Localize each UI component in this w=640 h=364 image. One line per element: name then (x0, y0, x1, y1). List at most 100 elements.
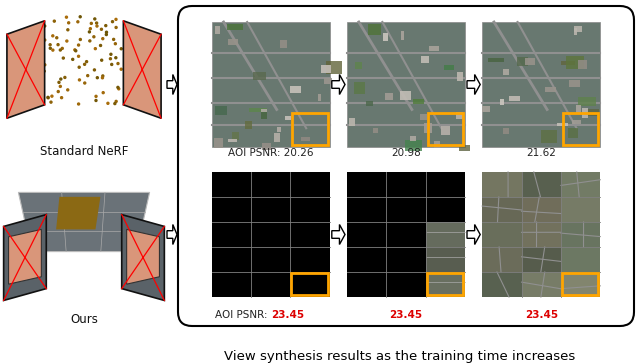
Circle shape (100, 59, 102, 61)
Polygon shape (56, 197, 100, 229)
Bar (568, 128, 578, 138)
Circle shape (117, 63, 119, 64)
Polygon shape (7, 21, 45, 118)
Circle shape (49, 47, 51, 49)
Bar (347, 22, 465, 147)
Polygon shape (4, 215, 46, 300)
Circle shape (128, 55, 130, 56)
Circle shape (86, 75, 89, 77)
Circle shape (64, 76, 66, 79)
Circle shape (106, 33, 108, 36)
Circle shape (77, 21, 79, 23)
Circle shape (128, 91, 130, 94)
Bar (274, 133, 280, 142)
Bar (561, 172, 600, 197)
Circle shape (100, 28, 102, 30)
Circle shape (129, 97, 131, 99)
Circle shape (37, 59, 39, 61)
Circle shape (42, 76, 44, 78)
Bar (347, 172, 465, 297)
Text: AOI PSNR:: AOI PSNR: (215, 310, 271, 320)
Bar (400, 91, 412, 100)
Circle shape (65, 16, 67, 18)
Circle shape (134, 42, 136, 44)
Bar (522, 222, 561, 247)
Bar (582, 108, 588, 118)
Bar (228, 139, 237, 142)
Circle shape (47, 96, 49, 98)
Circle shape (77, 103, 79, 105)
Circle shape (75, 50, 77, 52)
Bar (324, 78, 332, 84)
Bar (434, 141, 440, 148)
Bar (245, 120, 252, 129)
Circle shape (67, 89, 68, 91)
Circle shape (67, 29, 69, 31)
Bar (291, 273, 328, 295)
Circle shape (79, 16, 81, 18)
Circle shape (105, 25, 107, 27)
Circle shape (102, 75, 104, 77)
Bar (579, 60, 588, 70)
Bar (572, 120, 581, 124)
Circle shape (102, 92, 104, 94)
Circle shape (130, 95, 132, 97)
Bar (444, 65, 454, 70)
Bar (429, 46, 439, 51)
Bar (459, 145, 470, 151)
Bar (522, 247, 561, 272)
Circle shape (93, 36, 95, 38)
Circle shape (74, 49, 76, 51)
Bar (561, 272, 600, 297)
Bar (420, 115, 427, 120)
Bar (482, 22, 600, 147)
Bar (262, 143, 271, 150)
Bar (426, 247, 465, 272)
Circle shape (117, 86, 119, 88)
Circle shape (90, 28, 92, 30)
Bar (482, 172, 522, 197)
Circle shape (124, 90, 126, 91)
Bar (424, 123, 433, 133)
Polygon shape (467, 75, 480, 95)
Bar (441, 126, 450, 135)
Circle shape (47, 97, 49, 99)
Circle shape (68, 22, 70, 24)
Bar (561, 197, 600, 222)
Polygon shape (332, 225, 345, 245)
Circle shape (109, 58, 111, 60)
Circle shape (94, 18, 96, 20)
Circle shape (50, 101, 52, 103)
Bar (385, 93, 393, 100)
Bar (541, 130, 557, 143)
Circle shape (132, 39, 134, 41)
Bar (566, 56, 584, 69)
Bar (509, 96, 520, 101)
Bar (367, 101, 372, 106)
Circle shape (44, 39, 45, 41)
Bar (232, 132, 239, 140)
Circle shape (140, 69, 141, 71)
Bar (212, 172, 330, 297)
Bar (420, 56, 429, 63)
Circle shape (100, 44, 102, 47)
Bar (587, 109, 599, 116)
Text: AOI PSNR: 20.26: AOI PSNR: 20.26 (228, 148, 314, 158)
Text: 23.45: 23.45 (525, 310, 558, 320)
Bar (570, 80, 580, 87)
Circle shape (35, 48, 38, 50)
Bar (292, 112, 328, 145)
Circle shape (125, 59, 127, 61)
Text: 23.45: 23.45 (389, 310, 422, 320)
Bar (215, 25, 220, 35)
Circle shape (78, 66, 80, 68)
Circle shape (110, 53, 112, 55)
Circle shape (60, 86, 61, 87)
Circle shape (42, 90, 44, 92)
Polygon shape (127, 229, 159, 284)
Circle shape (36, 47, 38, 50)
Circle shape (89, 40, 91, 42)
Bar (578, 97, 596, 106)
Circle shape (120, 68, 122, 70)
Circle shape (95, 22, 98, 24)
